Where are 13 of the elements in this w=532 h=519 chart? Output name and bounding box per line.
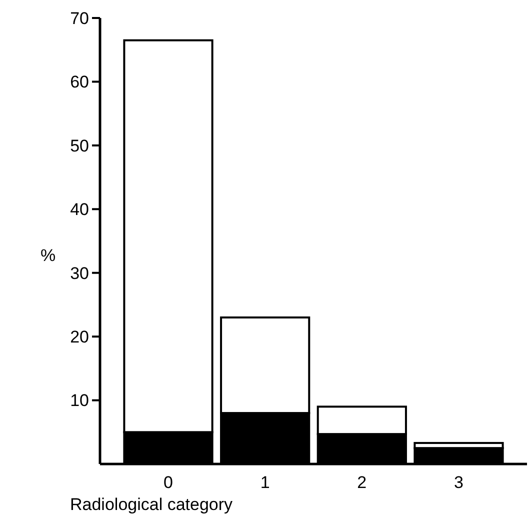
y-tick-label: 10 bbox=[70, 391, 89, 410]
y-tick-label: 50 bbox=[70, 136, 89, 156]
y-tick-label: 20 bbox=[70, 328, 89, 347]
x-tick-label: 3 bbox=[454, 473, 464, 492]
x-tick-label: 1 bbox=[260, 473, 270, 492]
y-tick-label: 40 bbox=[70, 200, 89, 220]
x-tick-label: 0 bbox=[164, 473, 173, 492]
y-tick-label: 70 bbox=[70, 8, 89, 28]
y-axis-title: % bbox=[40, 246, 56, 265]
y-tick-label: 30 bbox=[70, 264, 89, 283]
y-tick-label: 60 bbox=[70, 72, 89, 92]
x-axis-title: Radiological category bbox=[70, 495, 234, 514]
x-tick-label: 2 bbox=[357, 473, 367, 492]
